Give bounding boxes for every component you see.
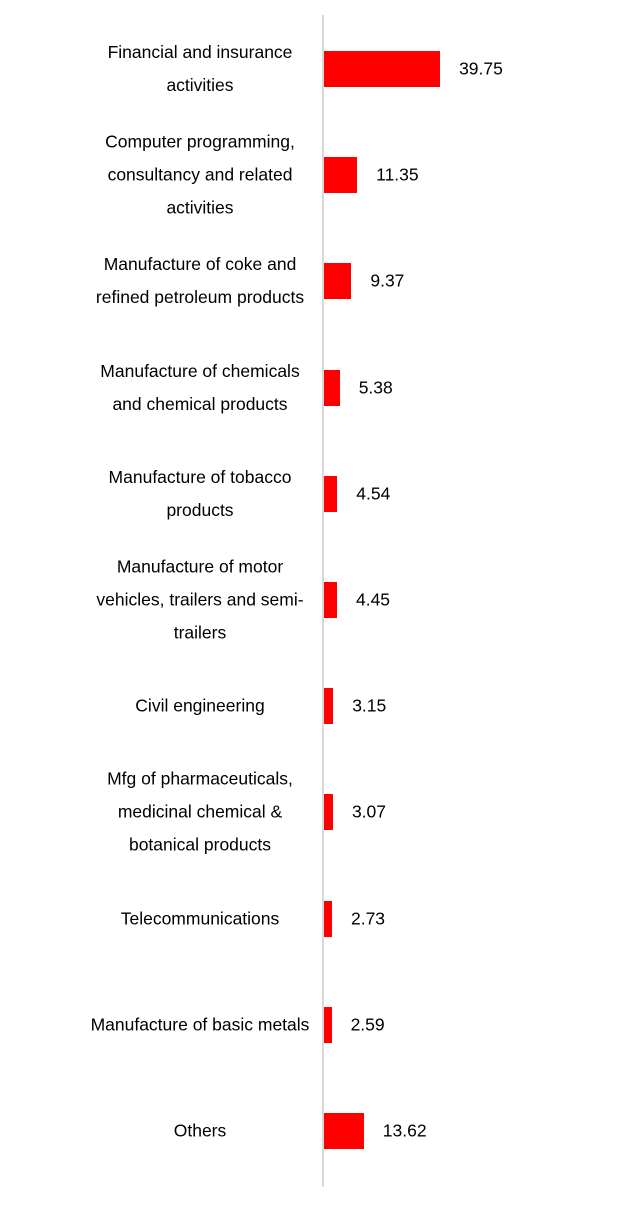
bar: [324, 582, 337, 618]
category-label: Others: [173, 1120, 227, 1141]
value-label: 4.54: [356, 483, 391, 504]
category-label: Civil engineering: [135, 695, 265, 716]
value-label: 11.35: [376, 164, 419, 185]
value-label: 4.45: [355, 589, 391, 610]
bar: [324, 1113, 364, 1149]
category-label: Manufacture of chemicals and chemical pr…: [100, 360, 300, 414]
axis-line: [322, 15, 324, 1187]
bar: [324, 263, 352, 300]
bar: [324, 900, 332, 937]
value-label: 9.37: [370, 270, 405, 291]
value-label: 5.38: [358, 377, 393, 398]
value-label: 39.75: [459, 58, 503, 79]
value-label: 2.73: [350, 908, 386, 929]
bar: [324, 475, 338, 512]
bar: [324, 688, 334, 725]
category-label: Mfg of pharmaceuticals, medicinal chemic…: [107, 768, 293, 855]
category-label: Financial and insurance activities: [107, 42, 293, 95]
category-label: Computer programming, consultancy and re…: [105, 131, 295, 218]
bar: [324, 157, 358, 194]
value-label: 3.15: [352, 695, 387, 716]
bar: [324, 369, 340, 406]
value-label: 13.62: [382, 1120, 427, 1141]
category-label: Manufacture of coke and refined petroleu…: [95, 254, 305, 308]
bar: [324, 794, 333, 831]
category-label: Manufacture of motor vehicles, trailers …: [96, 556, 304, 643]
category-label: Manufacture of basic metals: [90, 1014, 310, 1035]
bar: [324, 1006, 332, 1043]
category-label: Manufacture of tobacco products: [108, 466, 292, 520]
value-label: 2.59: [350, 1014, 385, 1035]
value-label: 3.07: [351, 801, 387, 822]
bar: [324, 51, 441, 87]
category-label: Telecommunications: [120, 908, 280, 929]
